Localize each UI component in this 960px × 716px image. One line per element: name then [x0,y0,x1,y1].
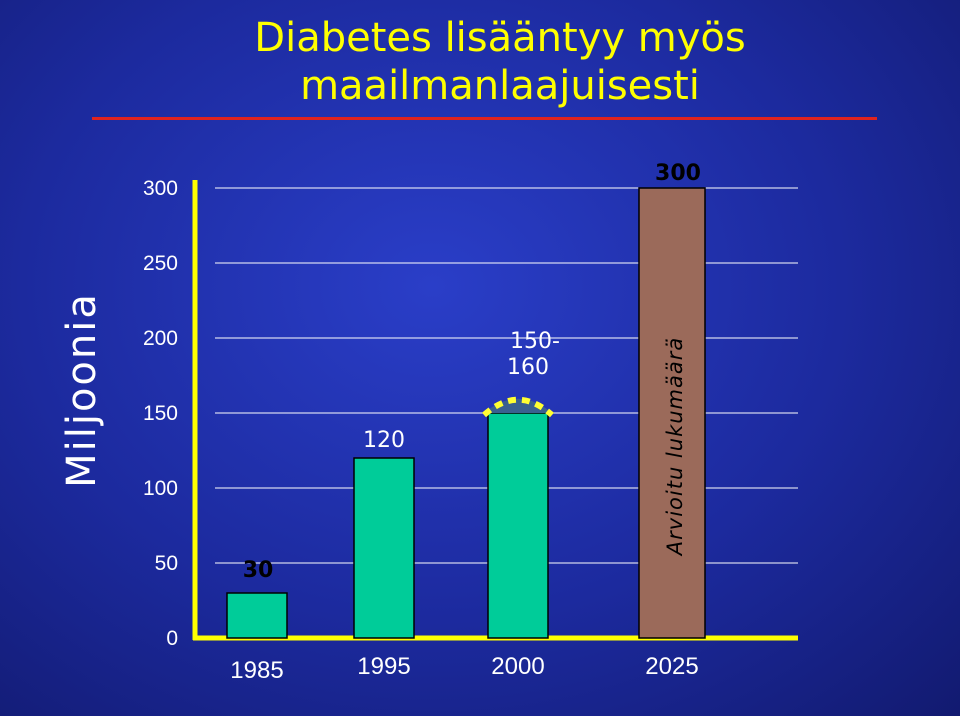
bar-2025 [638,187,706,639]
y-tick-label-100: 100 [143,477,178,500]
bar-1985 [226,592,288,639]
data-label-2000: 150-160 [507,329,560,380]
slide-title: Diabetes lisääntyy myös maailmanlaajuise… [180,14,820,110]
data-label-2000-line-2: 160 [507,355,549,380]
y-tick-label-300: 300 [143,177,178,200]
x-tick-label-1995: 1995 [357,653,410,680]
x-tick-label-1985: 1985 [230,657,283,684]
title-line-1: Diabetes lisääntyy myös [254,15,746,61]
bar-1995 [353,457,415,639]
data-label-2025: 300 [655,161,701,186]
title-underline [92,117,877,120]
y-tick-label-250: 250 [143,252,178,275]
y-tick-label-0: 0 [166,627,178,650]
bar-2000 [487,412,549,639]
data-label-2000-line-1: 150- [510,329,560,354]
data-label-1995: 120 [363,428,405,453]
x-tick-label-2025: 2025 [645,653,698,680]
projection-annotation: Arvioitu lukumäärä [663,337,687,557]
y-tick-label-50: 50 [155,552,178,575]
y-tick-label-150: 150 [143,402,178,425]
data-label-1985: 30 [243,558,274,583]
title-line-2: maailmanlaajuisesti [300,63,700,109]
y-tick-label-200: 200 [143,327,178,350]
x-tick-label-2000: 2000 [491,653,544,680]
